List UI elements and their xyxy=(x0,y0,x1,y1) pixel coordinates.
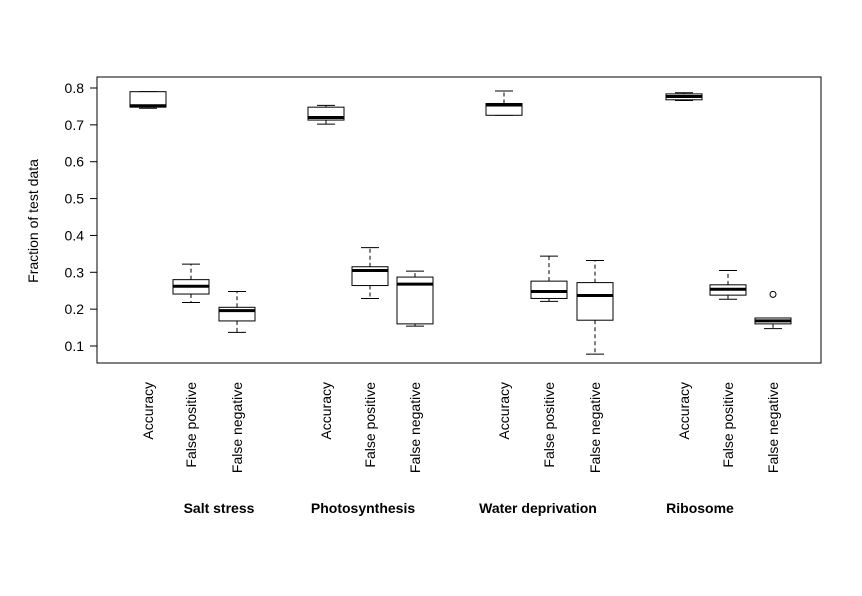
box-body xyxy=(576,282,614,321)
box-2-1 xyxy=(530,255,568,302)
box-0-2 xyxy=(218,290,256,333)
y-tick-label: 0.8 xyxy=(65,80,85,96)
x-tick-label: False positive xyxy=(720,382,736,468)
x-tick-label: Accuracy xyxy=(318,382,334,440)
box-3-1 xyxy=(709,269,747,300)
x-tick-labels: Accuracy False positive False negative Accu… xyxy=(140,382,781,473)
y-tick-label: 0.4 xyxy=(65,227,85,243)
x-tick-label: False negative xyxy=(229,382,245,473)
outlier-point xyxy=(769,290,777,298)
x-tick-label: False negative xyxy=(587,382,603,473)
y-tick-label: 0.7 xyxy=(65,117,85,133)
y-tick-label: 0.3 xyxy=(65,264,85,280)
x-tick-label: Accuracy xyxy=(676,382,692,440)
box-2-2 xyxy=(576,259,614,355)
group-labels: Salt stress Photosynthesis Water deprivati… xyxy=(184,500,734,516)
y-tick-label: 0.6 xyxy=(65,154,85,170)
y-axis: 0.1 0.2 0.3 0.4 0.5 0.6 0.7 0.8 xyxy=(65,80,98,354)
y-axis-label: Fraction of test data xyxy=(25,159,41,283)
x-tick-label: False positive xyxy=(183,382,199,468)
x-tick-label: False negative xyxy=(407,382,423,473)
box-1-0 xyxy=(307,104,345,125)
x-tick-label: Accuracy xyxy=(496,382,512,440)
box-2-0 xyxy=(485,90,523,116)
boxes-layer xyxy=(129,90,792,355)
y-tick-label: 0.1 xyxy=(65,338,85,354)
group-label: Water deprivation xyxy=(479,500,597,516)
box-3-0 xyxy=(665,92,703,102)
x-tick-label: False positive xyxy=(362,382,378,468)
group-label: Salt stress xyxy=(184,500,255,516)
box-1-2 xyxy=(396,270,434,327)
x-tick-label: False negative xyxy=(765,382,781,473)
group-label: Photosynthesis xyxy=(311,500,415,516)
box-0-0 xyxy=(129,91,167,109)
y-tick-label: 0.2 xyxy=(65,301,85,317)
x-tick-label: False positive xyxy=(541,382,557,468)
y-tick-label: 0.5 xyxy=(65,191,85,207)
box-0-1 xyxy=(172,263,210,304)
box-3-2 xyxy=(754,290,792,330)
box-1-1 xyxy=(351,247,389,299)
box-body xyxy=(530,280,568,299)
group-label: Ribosome xyxy=(666,500,734,516)
x-tick-label: Accuracy xyxy=(140,382,156,440)
